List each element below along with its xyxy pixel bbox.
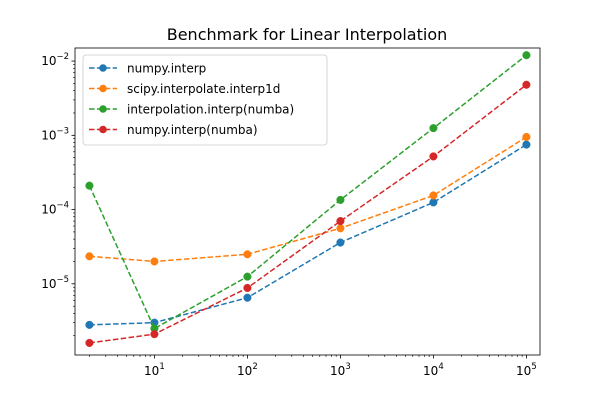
x-tick-label: 103 [330,362,351,378]
series-2-point [522,132,531,142]
legend: numpy.interp scipy.interpolate.interp1d in… [82,54,328,146]
legend-swatch-marker [99,64,107,72]
series-2-point [336,224,345,233]
series-4-point [429,152,438,161]
series-1-point [336,238,345,247]
legend-label: scipy.interpolate.interp1d [127,82,280,96]
series-3-point [243,272,252,281]
series-3-point [85,181,94,190]
series-4-point [243,283,252,292]
series-1-point [522,140,531,149]
x-tick-label: 105 [516,362,537,378]
series-1-point [85,320,94,329]
y-tick-label: 10−4 [41,201,69,217]
legend-swatch-marker [99,105,107,113]
y-tick-label: 10−5 [41,275,69,291]
series-1-point [429,198,438,207]
x-tick-label: 102 [237,362,258,378]
x-tick-label: 101 [144,362,165,378]
plot-frame [74,47,541,356]
legend-label: numpy.interp(numba) [127,123,258,137]
y-tick-label: 10−3 [41,126,69,142]
series-3-point [522,51,531,60]
series-3-line [88,54,527,330]
x-tick-label: 104 [423,362,444,378]
series-2-point [429,191,438,200]
legend-label: interpolation.interp(numba) [127,103,294,117]
series-2-point [85,252,94,261]
series-4-point [336,217,345,226]
series-1-point [243,293,252,302]
series-4-point [150,330,159,339]
legend-swatch-marker [99,125,107,134]
series-4-point [522,80,531,89]
legend-label: numpy.interp [127,62,206,76]
series-1-line [89,143,527,326]
legend-swatch-marker [99,84,107,93]
series-layer [85,51,531,347]
series-2-line [89,136,527,263]
chart-title: Benchmark for Linear Interpolation [167,25,448,44]
legend-box [82,54,328,146]
series-3-point [429,124,438,133]
y-axis-ticks: 10−5 10−4 10−3 10−2 [41,52,75,337]
series-2-point [243,250,252,259]
series-2-point [150,257,159,266]
x-axis-ticks: 101 102 103 104 105 [89,355,537,378]
y-tick-label: 10−2 [41,52,69,68]
series-4-point [85,338,94,347]
series-3-point [336,195,345,204]
